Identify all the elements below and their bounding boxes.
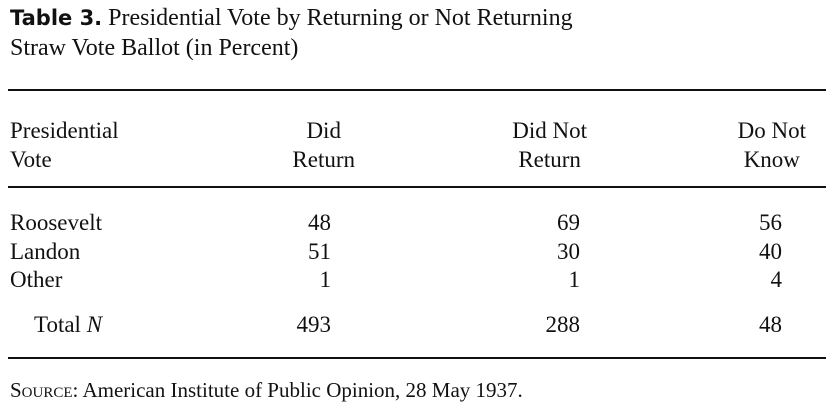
row-label-landon: Landon [10,239,81,264]
cell-total-do-not-know: 48 [759,312,782,337]
cell-roosevelt-did-not-return: 69 [557,210,580,235]
cell-total-did-return: 493 [296,312,332,337]
column-header-presidential-vote: Presidential Vote [10,118,119,172]
column-header-do-not-know: Do Not Know [737,118,806,172]
cell-landon-did-not-return: 30 [557,239,580,264]
cell-roosevelt-did-return: 48 [308,210,331,235]
column-header-did-not-return: Did Not Return [512,118,587,172]
cell-other-do-not-know: 4 [770,267,783,292]
table-caption: Table 3. Presidential Vote by Returning … [10,3,810,63]
source-label: Source: [10,378,79,402]
row-label-other: Other [10,267,63,292]
row-label-roosevelt: Roosevelt [10,210,102,235]
row-label-total-n: Total N [34,312,103,337]
cell-total-did-not-return: 288 [545,312,581,337]
source-note: Source: American Institute of Public Opi… [10,377,523,403]
top-rule [8,89,826,91]
bottom-rule [8,357,826,359]
cell-landon-do-not-know: 40 [759,239,782,264]
header-rule [8,186,826,188]
cell-other-did-return: 1 [319,267,332,292]
cell-roosevelt-do-not-know: 56 [759,210,782,235]
table-title-line2: Straw Vote Ballot (in Percent) [10,35,299,61]
column-header-did-return: Did Return [292,118,355,172]
cell-landon-did-return: 51 [308,239,331,264]
source-text: American Institute of Public Opinion, 28… [78,378,523,402]
cell-other-did-not-return: 1 [568,267,581,292]
table-number: Table 3. [10,6,103,30]
table-title-line1: Presidential Vote by Returning or Not Re… [108,5,573,31]
